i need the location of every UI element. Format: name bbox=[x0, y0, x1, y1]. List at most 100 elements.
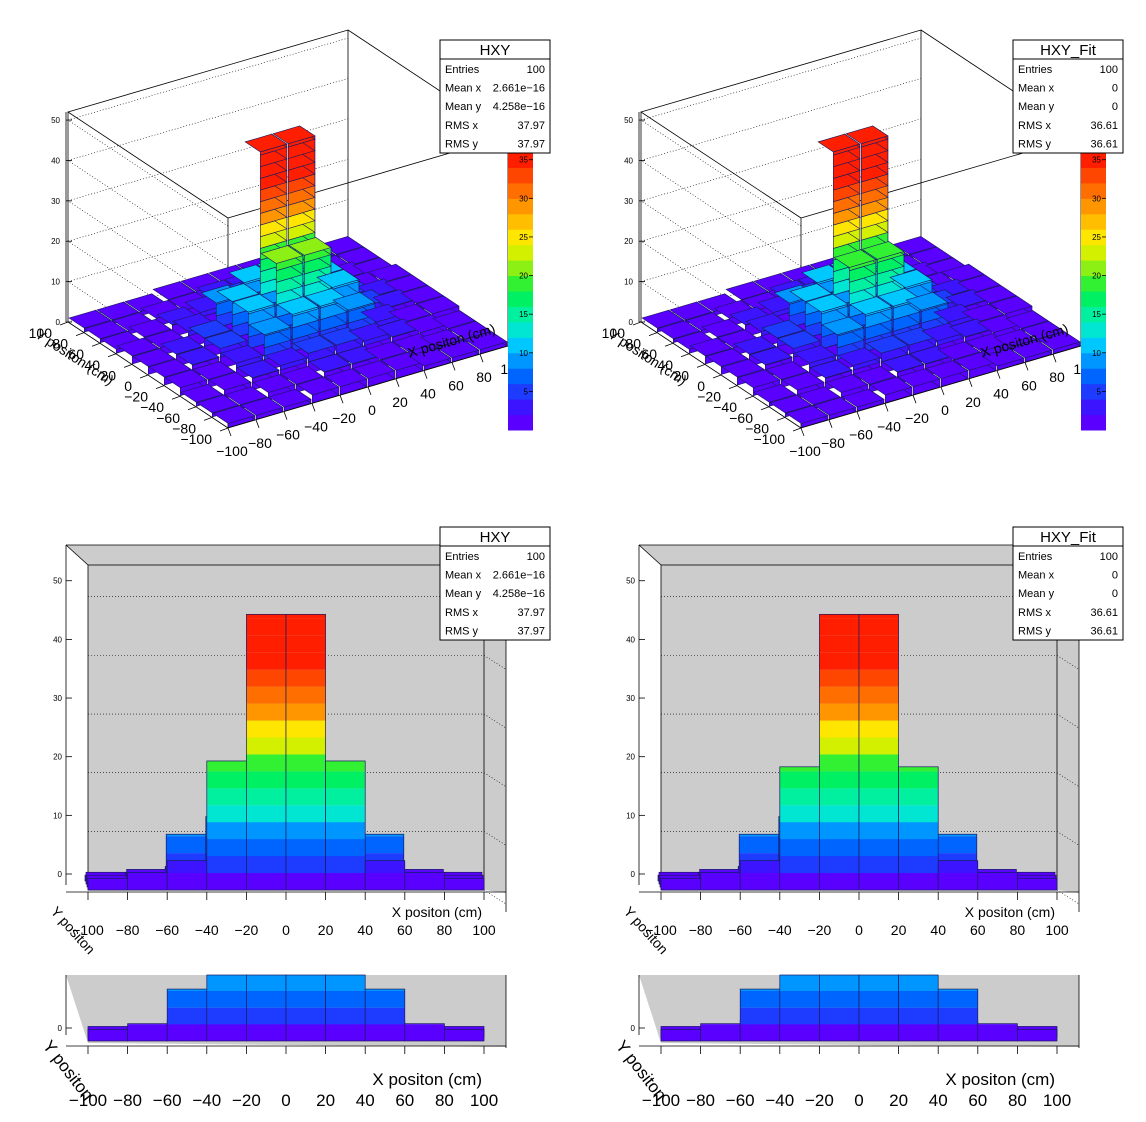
bar-face-front bbox=[819, 788, 859, 806]
x-tick bbox=[1024, 362, 1029, 371]
x-tick-label: 0 bbox=[854, 1091, 863, 1110]
bar-face-front bbox=[325, 991, 366, 1008]
x-axis-label: X positon (cm) bbox=[965, 904, 1055, 920]
bar-face-front bbox=[286, 805, 326, 823]
z-tick-label: 30 bbox=[624, 197, 633, 206]
x-tick-label: 40 bbox=[929, 1091, 948, 1110]
bar-face-front bbox=[859, 737, 899, 755]
bar-face-front bbox=[246, 635, 286, 653]
stats-label: Mean y bbox=[1018, 101, 1055, 113]
bar-face-front bbox=[246, 614, 286, 619]
bar bbox=[897, 368, 941, 396]
bar-face-top bbox=[232, 293, 276, 313]
bar-face-front bbox=[819, 822, 859, 840]
colorbar-segment bbox=[1081, 321, 1106, 338]
bar-face-front bbox=[859, 873, 899, 890]
colorbar-tick-label: 25 bbox=[519, 233, 528, 242]
bar-face-front bbox=[286, 754, 326, 772]
x-tick-label: 40 bbox=[420, 386, 436, 402]
bar-face-front bbox=[859, 652, 899, 670]
bar-face-top bbox=[841, 388, 885, 408]
bar-face-front bbox=[819, 771, 859, 789]
bar-face-front bbox=[819, 669, 859, 687]
bar-face-front bbox=[859, 720, 899, 738]
colorbar-segment bbox=[1081, 291, 1106, 307]
grid-line bbox=[1056, 655, 1080, 670]
bar-face-top bbox=[837, 347, 881, 366]
bar-face-front bbox=[286, 737, 326, 755]
bar bbox=[416, 295, 460, 323]
bar-face-front bbox=[740, 989, 780, 991]
bar-face-top bbox=[296, 376, 340, 396]
box-frame bbox=[65, 544, 89, 566]
bar-face-front bbox=[819, 720, 859, 738]
bar-face-top bbox=[941, 263, 985, 283]
bar-face-top bbox=[216, 283, 260, 302]
z-tick-label: 10 bbox=[53, 811, 62, 820]
x-tick-label: −20 bbox=[232, 1091, 261, 1110]
stats-value: 4.258e−16 bbox=[493, 588, 545, 600]
bar-face-front bbox=[167, 1007, 207, 1025]
bar-face-front bbox=[167, 991, 207, 1008]
bar-face-front bbox=[898, 766, 939, 772]
bar-face-top bbox=[785, 405, 829, 424]
bar-face-front bbox=[819, 652, 859, 670]
bar-face-front bbox=[325, 873, 366, 890]
bar-face-top bbox=[84, 320, 128, 340]
bar-face-front bbox=[898, 873, 939, 890]
stats-value: 36.61 bbox=[1090, 138, 1118, 150]
y-tick-label: 60 bbox=[68, 346, 84, 362]
bar-face-front bbox=[246, 686, 286, 704]
x-tick-label: 0 bbox=[281, 1091, 290, 1110]
bar bbox=[352, 360, 396, 387]
bar-face-top bbox=[897, 368, 941, 388]
bar-face-front bbox=[167, 860, 207, 874]
bar bbox=[813, 396, 857, 420]
x-tick bbox=[339, 395, 344, 404]
bar bbox=[264, 347, 308, 383]
bar-face-top bbox=[96, 301, 140, 321]
bar-face-top bbox=[849, 296, 893, 315]
colorbar-segment bbox=[508, 337, 533, 354]
bar bbox=[404, 872, 445, 891]
bar-face-top bbox=[152, 281, 196, 300]
colorbar-tick-label: 15 bbox=[1092, 310, 1101, 319]
colorbar-segment bbox=[508, 383, 533, 400]
bar-outline bbox=[937, 988, 979, 1042]
y-tick-label: 20 bbox=[100, 367, 116, 383]
bar-face-top bbox=[188, 319, 232, 339]
y-tick-label: 100 bbox=[29, 325, 53, 341]
colorbar-segment bbox=[508, 321, 533, 338]
colorbar-segment bbox=[508, 291, 533, 307]
colorbar-tick-label: 30 bbox=[1092, 194, 1101, 203]
x-tick-label: 100 bbox=[472, 922, 496, 938]
x-tick bbox=[311, 403, 316, 412]
y-tick-label: 80 bbox=[52, 336, 68, 352]
colorbar-segment bbox=[508, 229, 533, 246]
y-tick-label: 60 bbox=[641, 346, 657, 362]
bar-face-front bbox=[740, 860, 780, 874]
stats-title: HXY bbox=[480, 42, 511, 59]
z-tick-label: 50 bbox=[624, 116, 633, 125]
bar-face-top bbox=[889, 269, 933, 288]
bar bbox=[989, 295, 1033, 323]
bar-face-front bbox=[88, 878, 128, 890]
bar-face-front bbox=[859, 614, 899, 619]
x-tick-label: −100 bbox=[72, 922, 104, 938]
bar-face-front bbox=[206, 1024, 247, 1041]
bar-face-front bbox=[246, 805, 286, 823]
bar-face-front bbox=[365, 989, 405, 991]
bar-face-top bbox=[368, 263, 412, 283]
bar-face-top bbox=[1021, 320, 1065, 340]
grid-line bbox=[1056, 831, 1080, 846]
bar-face-front bbox=[286, 1007, 326, 1025]
bar-face-front bbox=[286, 618, 326, 636]
bar-face-front bbox=[286, 1024, 326, 1041]
bar-face-front bbox=[166, 834, 206, 837]
bar-face-top bbox=[833, 249, 877, 268]
bar bbox=[1037, 331, 1081, 355]
bar-face-front bbox=[286, 873, 326, 890]
colorbar-tick-label: 15 bbox=[519, 310, 528, 319]
y-tick bbox=[760, 406, 770, 411]
bar-face-top bbox=[821, 316, 865, 336]
